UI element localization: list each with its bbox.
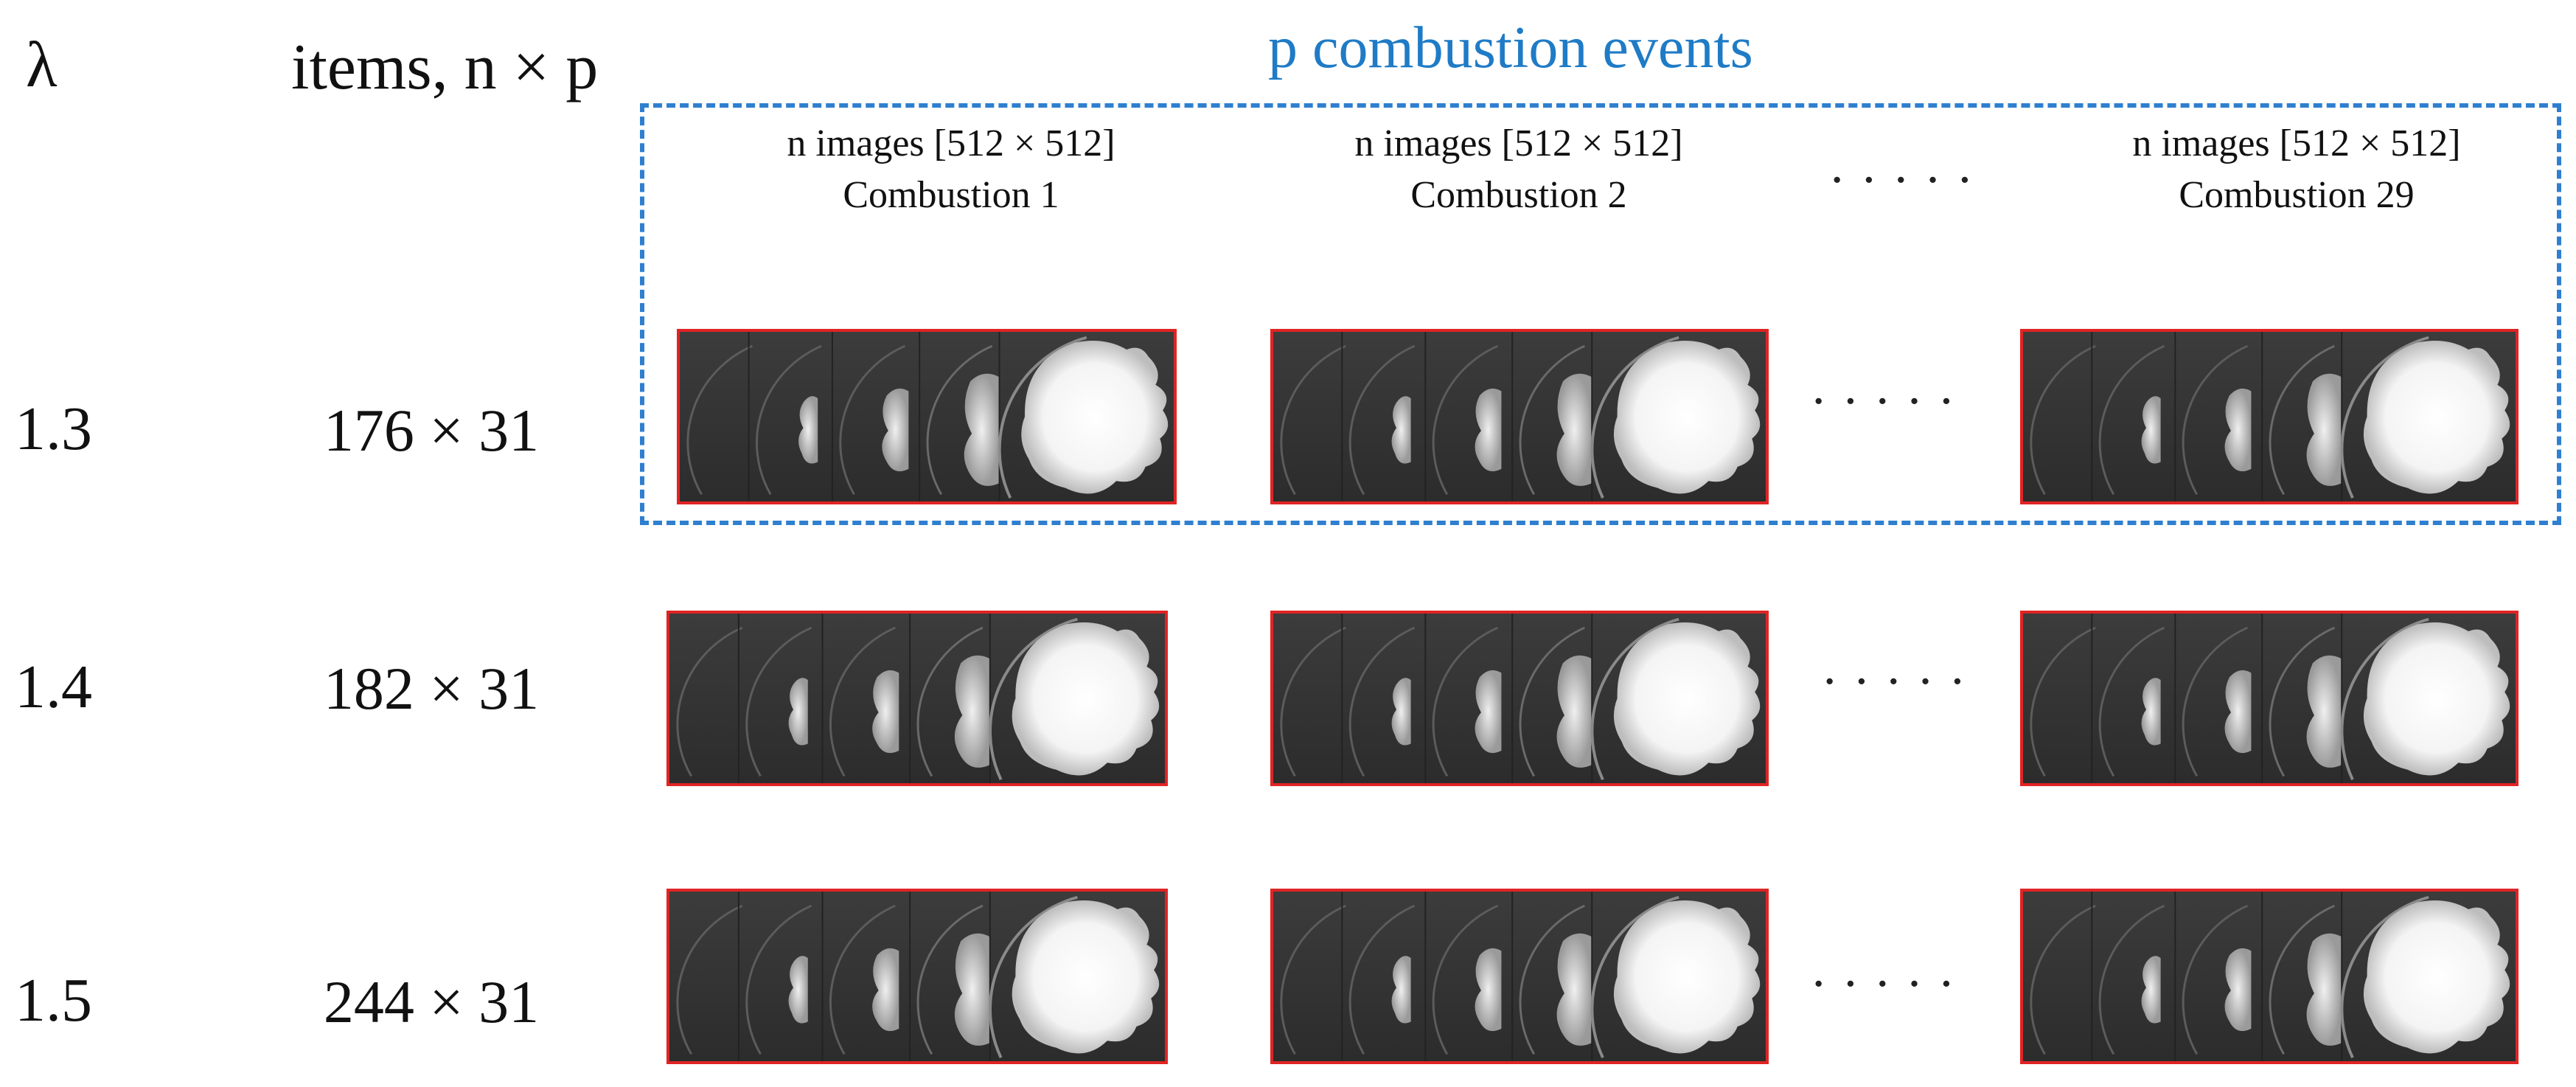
header-ellipsis: ····· xyxy=(1828,152,1988,209)
column-caption-2-line2: Combustion 2 xyxy=(1410,174,1627,216)
image-strip-row2-col3 xyxy=(2020,611,2518,786)
row-1-lambda: 1.3 xyxy=(15,395,92,463)
row-1-items: 176 × 31 xyxy=(323,397,540,464)
lambda-header: λ xyxy=(26,29,58,101)
column-caption-2: n images [512 × 512] Combustion 2 xyxy=(1312,118,1725,221)
items-header: items, n × p xyxy=(291,32,599,103)
image-strip-row1-col2 xyxy=(1270,329,1769,504)
combustion-image-strip-icon xyxy=(1273,892,1766,1061)
row-3-lambda: 1.5 xyxy=(15,966,92,1035)
column-caption-2-line1: n images [512 × 512] xyxy=(1354,122,1683,164)
diagram-title: p combustion events xyxy=(1268,15,1753,80)
combustion-image-strip-icon xyxy=(669,614,1165,783)
combustion-image-strip-icon xyxy=(1273,614,1766,783)
combustion-image-strip-icon xyxy=(1273,332,1766,501)
row-3-ellipsis: ····· xyxy=(1810,956,1970,1013)
row-3-items: 244 × 31 xyxy=(323,968,540,1035)
image-strip-row1-col3 xyxy=(2020,329,2518,504)
combustion-image-strip-icon xyxy=(2023,332,2516,501)
column-caption-1-line2: Combustion 1 xyxy=(843,174,1059,216)
column-caption-3: n images [512 × 512] Combustion 29 xyxy=(2090,118,2503,221)
column-caption-1-line1: n images [512 × 512] xyxy=(787,122,1115,164)
combustion-events-box xyxy=(640,103,2561,525)
image-strip-row2-col2 xyxy=(1270,611,1769,786)
image-strip-row3-col3 xyxy=(2020,889,2518,1064)
image-strip-row2-col1 xyxy=(666,611,1168,786)
row-1-ellipsis: ····· xyxy=(1810,373,1970,430)
column-caption-1: n images [512 × 512] Combustion 1 xyxy=(745,118,1158,221)
row-2-ellipsis: ····· xyxy=(1821,653,1981,710)
combustion-image-strip-icon xyxy=(680,332,1174,501)
combustion-image-strip-icon xyxy=(669,892,1165,1061)
image-strip-row1-col1 xyxy=(677,329,1177,504)
column-caption-3-line1: n images [512 × 512] xyxy=(2132,122,2461,164)
image-strip-row3-col1 xyxy=(666,889,1168,1064)
row-2-lambda: 1.4 xyxy=(15,653,92,721)
combustion-image-strip-icon xyxy=(2023,892,2516,1061)
column-caption-3-line2: Combustion 29 xyxy=(2179,174,2415,216)
image-strip-row3-col2 xyxy=(1270,889,1769,1064)
row-2-items: 182 × 31 xyxy=(323,655,540,722)
combustion-image-strip-icon xyxy=(2023,614,2516,783)
